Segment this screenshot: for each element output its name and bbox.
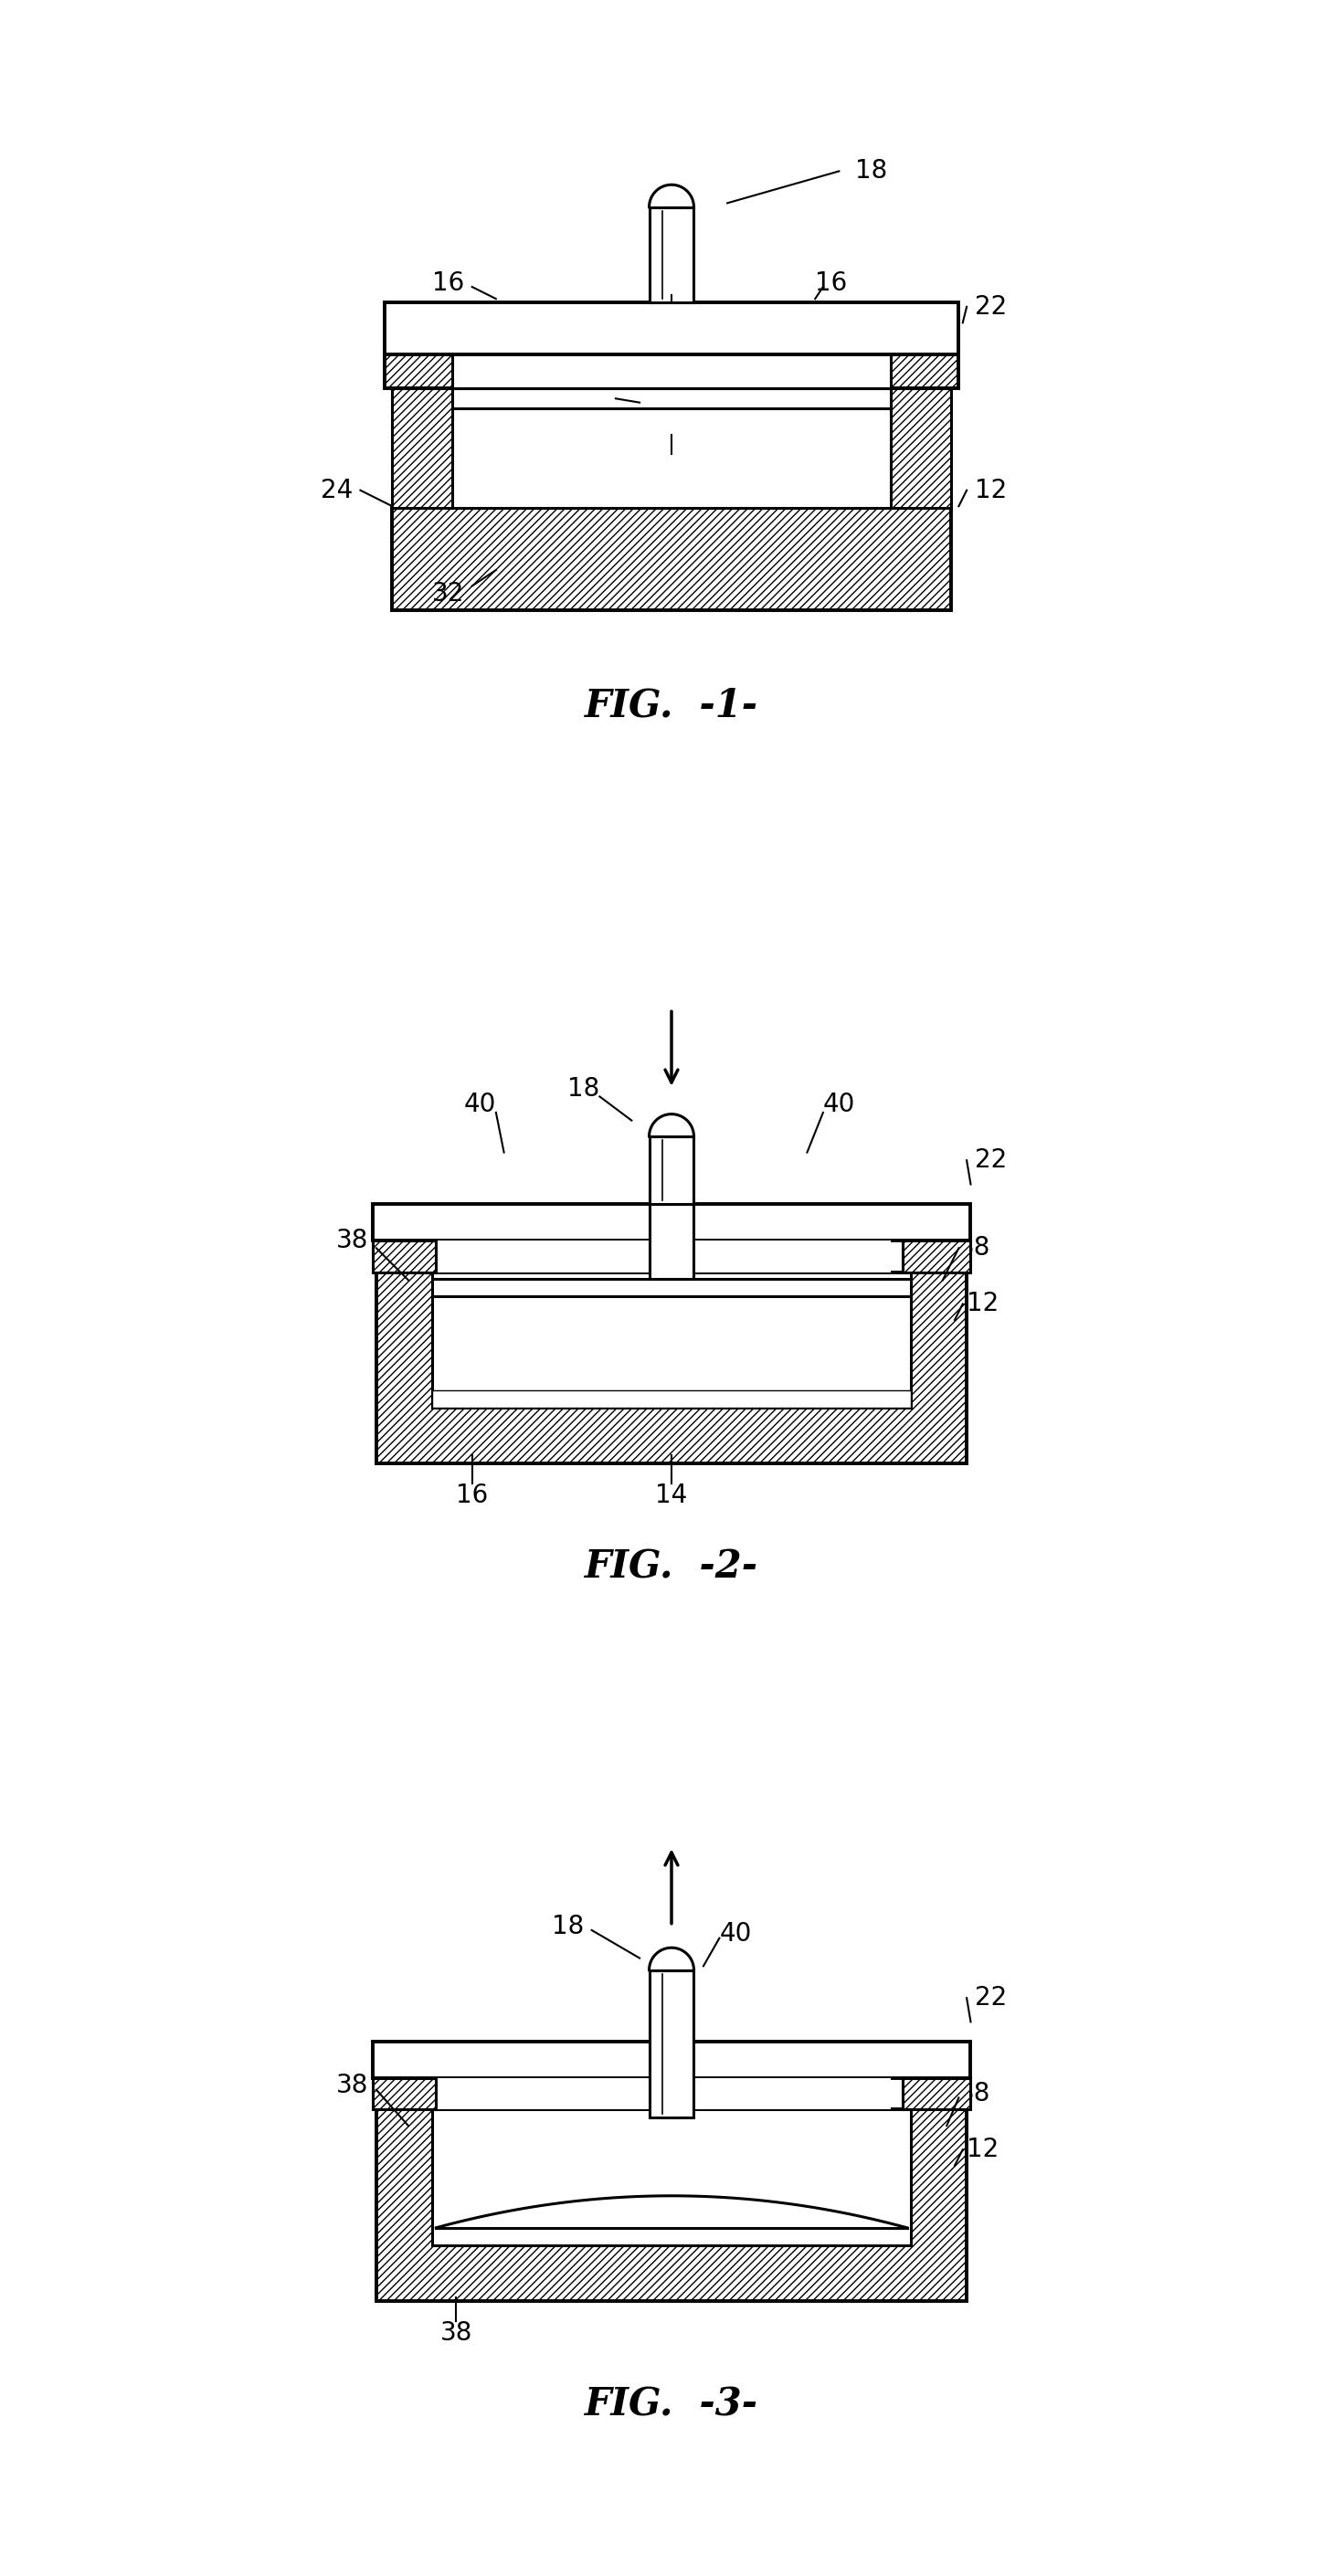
Bar — [372, 1203, 971, 1239]
Text: 38: 38 — [959, 2081, 991, 2107]
Bar — [453, 389, 890, 507]
Text: 16: 16 — [815, 270, 847, 296]
Text: 40: 40 — [719, 1922, 752, 1947]
Bar — [384, 355, 959, 389]
Bar — [376, 1273, 967, 1463]
Text: FIG.  -2-: FIG. -2- — [584, 1548, 759, 1587]
Text: 22: 22 — [975, 294, 1007, 319]
Polygon shape — [649, 185, 694, 206]
Text: 18: 18 — [568, 1077, 600, 1103]
Text: 38: 38 — [441, 2321, 473, 2347]
Text: 24: 24 — [320, 477, 352, 502]
Bar — [432, 2110, 911, 2246]
Text: 38: 38 — [959, 1236, 991, 1260]
Bar — [650, 206, 693, 304]
Bar — [650, 1971, 693, 2117]
Text: 40: 40 — [463, 1092, 496, 1118]
Polygon shape — [649, 1947, 694, 1971]
Bar — [392, 507, 951, 611]
Text: 30: 30 — [576, 389, 608, 415]
Bar — [392, 389, 453, 507]
Bar — [372, 1239, 441, 1273]
Bar — [376, 2110, 967, 2300]
Bar — [902, 1239, 971, 1273]
Bar — [436, 1239, 890, 1273]
Text: 38: 38 — [336, 1226, 368, 1252]
Text: 18: 18 — [552, 1914, 584, 1940]
Bar — [432, 1391, 911, 1406]
Text: FIG.  -3-: FIG. -3- — [584, 2385, 759, 2424]
Bar — [372, 2079, 441, 2110]
Text: 12: 12 — [967, 1291, 999, 1316]
Polygon shape — [649, 1113, 694, 1136]
Bar — [650, 1136, 693, 1203]
Bar — [432, 1273, 911, 1406]
Text: 22: 22 — [975, 1146, 1007, 1172]
Text: 12: 12 — [975, 477, 1007, 502]
Text: 12: 12 — [967, 2136, 999, 2161]
Bar — [902, 2079, 971, 2110]
Bar — [890, 389, 951, 507]
Bar — [650, 1203, 693, 1278]
Text: 40: 40 — [823, 1092, 855, 1118]
Text: 14: 14 — [672, 453, 704, 479]
Text: 14: 14 — [655, 1484, 688, 1507]
Text: 18: 18 — [855, 157, 888, 183]
Text: 38: 38 — [336, 2074, 368, 2099]
Bar — [432, 1278, 911, 1296]
Bar — [453, 355, 890, 389]
Text: FIG.  -1-: FIG. -1- — [584, 685, 759, 724]
Text: 32: 32 — [432, 582, 465, 608]
Text: 16: 16 — [455, 1484, 488, 1507]
Text: 16: 16 — [432, 270, 465, 296]
Bar — [436, 2079, 890, 2110]
Bar — [453, 389, 890, 407]
Bar — [384, 304, 959, 355]
Text: 22: 22 — [975, 1986, 1007, 2012]
Bar — [372, 2043, 971, 2079]
Text: 28: 28 — [655, 270, 688, 296]
